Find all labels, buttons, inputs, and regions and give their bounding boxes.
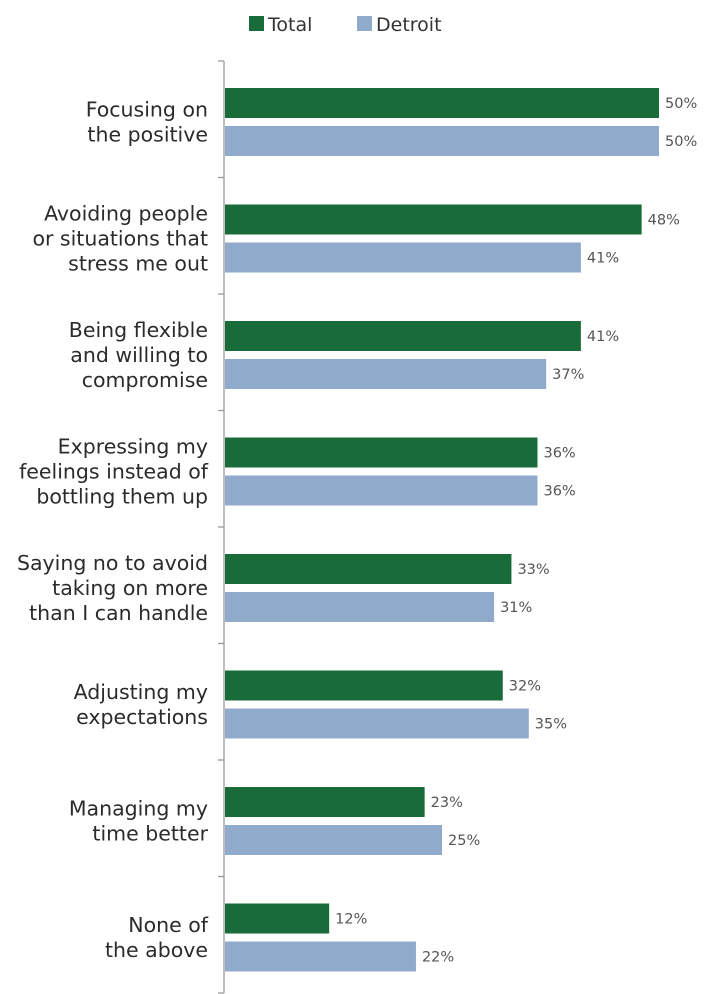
bar-total-1 (225, 88, 659, 118)
category-label-2: Avoiding people or situations that stress … (32, 202, 208, 276)
data-label-detroit-8: 22% (422, 950, 454, 966)
legend-swatch-total (249, 16, 264, 31)
category-label-3: Being flexible and willing to compromise (69, 318, 208, 392)
bar-detroit-3 (225, 359, 547, 389)
data-label-detroit-3: 37% (552, 367, 584, 383)
category-label-8: None of the above (105, 913, 209, 962)
data-label-total-8: 12% (335, 912, 367, 928)
legend-item-total: Total (249, 14, 312, 36)
category-labels: Focusing on the positive Avoiding people or… (17, 98, 209, 963)
data-label-detroit-4: 36% (543, 484, 575, 500)
bar-detroit-7 (225, 825, 442, 855)
bar-total-3 (225, 321, 581, 351)
legend-label-detroit: Detroit (376, 14, 442, 36)
legend: Total Detroit (249, 14, 442, 36)
data-label-total-5: 33% (517, 562, 549, 578)
bars: 50% 50% 48% 41% 41% 37% 36% 36% 33% 31% 32% 35% 23% 2… (225, 88, 697, 972)
data-label-detroit-1: 50% (665, 134, 697, 150)
bar-total-6 (225, 670, 503, 701)
data-label-total-7: 23% (431, 795, 463, 811)
bar-detroit-6 (225, 708, 529, 739)
bar-detroit-4 (225, 475, 538, 506)
category-label-5: Saying no to avoid taking on more than I c… (17, 551, 208, 625)
data-label-detroit-5: 31% (500, 600, 532, 616)
data-label-detroit-2: 41% (587, 251, 619, 267)
bar-total-2 (225, 204, 642, 235)
bar-total-5 (225, 554, 512, 584)
legend-item-detroit: Detroit (357, 14, 442, 36)
legend-label-total: Total (267, 14, 312, 36)
category-label-1: Focusing on the positive (86, 98, 208, 147)
data-label-total-1: 50% (665, 96, 697, 112)
bar-detroit-8 (225, 941, 416, 972)
bar-detroit-5 (225, 592, 495, 622)
bar-detroit-1 (225, 126, 659, 156)
bar-total-4 (225, 437, 538, 468)
bar-detroit-2 (225, 242, 581, 273)
category-axis (218, 60, 225, 994)
bar-total-8 (225, 903, 330, 934)
data-label-total-3: 41% (587, 329, 619, 345)
data-label-total-4: 36% (543, 446, 575, 462)
data-label-detroit-6: 35% (535, 717, 567, 733)
data-label-total-6: 32% (509, 679, 541, 695)
data-label-total-2: 48% (648, 213, 680, 229)
legend-swatch-detroit (357, 16, 372, 31)
data-label-detroit-7: 25% (448, 833, 480, 849)
category-label-7: Managing my time better (69, 797, 209, 846)
category-label-6: Adjusting my expectations (74, 680, 208, 729)
bar-total-7 (225, 787, 425, 817)
category-label-4: Expressing my feelings instead of bottling… (19, 435, 209, 509)
